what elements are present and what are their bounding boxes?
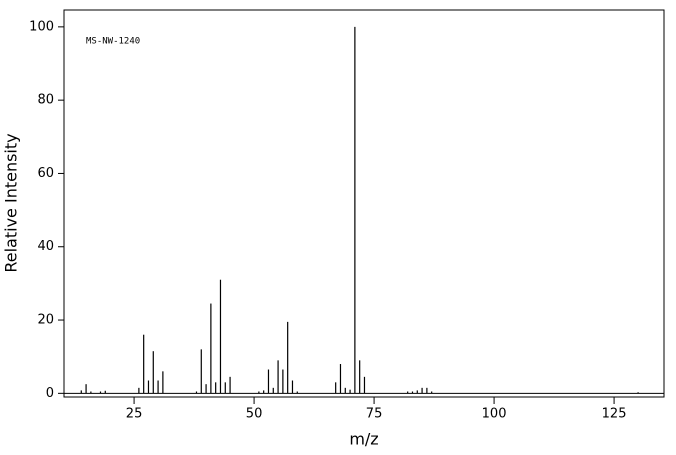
y-tick-label: 80 [37, 93, 54, 108]
x-tick-label: 100 [482, 407, 507, 422]
y-tick-label: 40 [37, 239, 54, 254]
x-tick-label: 125 [602, 407, 627, 422]
x-tick-label: 25 [126, 407, 143, 422]
y-tick-label: 0 [46, 386, 54, 401]
x-tick-label: 75 [366, 407, 383, 422]
x-axis-label: m/z [349, 430, 378, 449]
y-tick-label: 60 [37, 166, 54, 181]
plot-frame [63, 9, 665, 398]
y-tick-label: 20 [37, 313, 54, 328]
annotation: MS-NW-1240 [86, 37, 140, 47]
y-axis-label: Relative Intensity [2, 133, 21, 272]
y-tick-label: 100 [29, 19, 54, 34]
x-tick-label: 50 [246, 407, 263, 422]
